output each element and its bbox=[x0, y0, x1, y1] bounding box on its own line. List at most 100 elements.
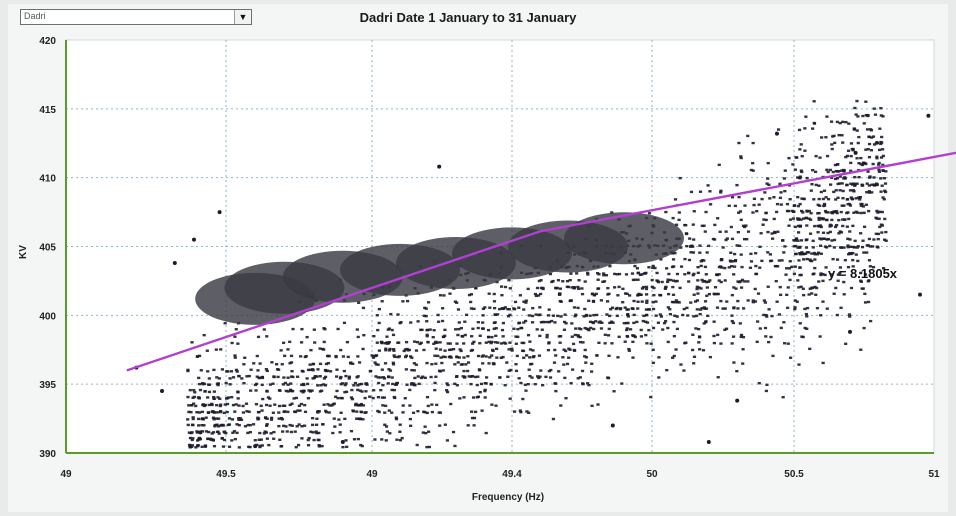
scatter-point-1066 bbox=[754, 264, 758, 268]
scatter-point-1744 bbox=[749, 260, 754, 263]
scatter-point-2451 bbox=[226, 423, 230, 427]
scatter-point-2419 bbox=[631, 356, 635, 359]
scatter-point-2513 bbox=[270, 361, 274, 364]
scatter-point-1193 bbox=[498, 307, 502, 311]
scatter-point-2587 bbox=[534, 313, 538, 316]
scatter-point-1644 bbox=[286, 376, 290, 379]
scatter-point-1169 bbox=[588, 320, 593, 324]
scatter-point-137 bbox=[877, 170, 881, 173]
scatter-point-2377 bbox=[609, 308, 613, 311]
x-tick-1: 49.5 bbox=[216, 469, 236, 480]
scatter-point-2578 bbox=[400, 436, 404, 440]
scatter-point-1315 bbox=[841, 141, 845, 144]
scatter-point-347 bbox=[699, 264, 703, 268]
scatter-point-1825 bbox=[377, 410, 381, 414]
scatter-point-2475 bbox=[577, 327, 581, 330]
scatter-point-1820 bbox=[640, 300, 644, 303]
scatter-point-1816 bbox=[258, 431, 262, 435]
scatter-point-2119 bbox=[808, 347, 812, 351]
scatter-point-2180 bbox=[764, 218, 768, 222]
scatter-point-1694 bbox=[386, 328, 390, 331]
scatter-point-920 bbox=[194, 404, 198, 408]
scatter-point-2200 bbox=[640, 287, 645, 290]
scatter-point-1101 bbox=[481, 314, 485, 317]
scatter-point-2461 bbox=[810, 252, 814, 255]
scatter-point-1997 bbox=[846, 211, 850, 214]
scatter-point-2425 bbox=[381, 404, 385, 407]
scatter-point-1335 bbox=[630, 307, 634, 310]
scatter-point-2082 bbox=[493, 321, 497, 324]
scatter-point-2530 bbox=[392, 349, 396, 352]
scatter-point-390 bbox=[244, 402, 249, 405]
scatter-point-1933 bbox=[677, 301, 681, 304]
scatter-point-337 bbox=[688, 237, 692, 240]
scatter-point-125 bbox=[837, 133, 841, 137]
scatter-point-1192 bbox=[704, 273, 708, 276]
scatter-point-588 bbox=[739, 335, 743, 339]
scatter-point-2009 bbox=[630, 272, 635, 275]
scatter-point-1670 bbox=[561, 356, 565, 359]
scatter-point-1489 bbox=[317, 410, 321, 413]
scatter-point-639 bbox=[850, 197, 854, 201]
scatter-point-2223 bbox=[846, 149, 851, 152]
scatter-point-1807 bbox=[356, 355, 360, 358]
scatter-point-1530 bbox=[732, 286, 736, 289]
scatter-point-2118 bbox=[492, 306, 497, 310]
scatter-point-1391 bbox=[243, 356, 247, 359]
scatter-point-1003 bbox=[718, 230, 722, 234]
scatter-point-2363 bbox=[514, 362, 518, 366]
scatter-point-201 bbox=[657, 376, 661, 379]
scatter-point-653 bbox=[422, 348, 426, 352]
scatter-point-1322 bbox=[361, 347, 365, 351]
scatter-point-581 bbox=[496, 341, 500, 344]
scatter-point-1817 bbox=[628, 294, 632, 297]
scatter-point-1749 bbox=[733, 259, 738, 263]
scatter-point-612 bbox=[766, 177, 770, 180]
scatter-point-2445 bbox=[674, 299, 678, 302]
scatter-point-739 bbox=[210, 403, 214, 407]
scatter-point-2161 bbox=[394, 416, 398, 419]
scatter-point-2024 bbox=[794, 156, 798, 159]
scatter-point-1739 bbox=[427, 445, 431, 449]
scatter-point-811 bbox=[837, 232, 841, 235]
scatter-point-1252 bbox=[307, 389, 311, 392]
scatter-point-356 bbox=[767, 308, 771, 311]
scatter-point-1556 bbox=[360, 444, 364, 448]
scatter-point-990 bbox=[556, 314, 560, 318]
scatter-point-1473 bbox=[487, 362, 491, 365]
scatter-point-299 bbox=[765, 383, 769, 387]
scatter-point-1080 bbox=[766, 285, 770, 288]
scatter-point-1754 bbox=[308, 363, 312, 366]
scatter-point-599 bbox=[692, 293, 696, 296]
scatter-point-1929 bbox=[791, 217, 796, 220]
outlier-point-14 bbox=[926, 113, 931, 118]
scatter-point-2468 bbox=[256, 410, 261, 414]
scatter-point-930 bbox=[531, 306, 535, 310]
scatter-point-2362 bbox=[820, 136, 824, 139]
scatter-point-891 bbox=[848, 238, 852, 241]
scatter-point-2439 bbox=[257, 376, 261, 380]
scatter-point-1274 bbox=[425, 411, 429, 415]
chevron-down-icon[interactable]: ▼ bbox=[234, 10, 251, 24]
scatter-point-982 bbox=[583, 326, 587, 330]
scatter-point-2510 bbox=[424, 431, 428, 435]
scatter-point-1574 bbox=[851, 245, 856, 249]
station-dropdown[interactable]: Dadri ▼ bbox=[20, 9, 252, 25]
scatter-point-213 bbox=[802, 217, 806, 220]
scatter-point-484 bbox=[524, 299, 528, 302]
scatter-point-2019 bbox=[344, 439, 348, 442]
outlier-point-1 bbox=[160, 389, 164, 394]
scatter-point-194 bbox=[531, 349, 535, 352]
scatter-point-2455 bbox=[816, 253, 820, 256]
scatter-point-2382 bbox=[796, 239, 800, 242]
y-tick-2: 400 bbox=[39, 311, 56, 322]
scatter-point-2252 bbox=[656, 279, 660, 283]
scatter-point-1266 bbox=[586, 271, 590, 275]
scatter-point-1874 bbox=[758, 266, 762, 269]
scatter-point-413 bbox=[647, 212, 652, 215]
scatter-point-46 bbox=[492, 292, 496, 296]
scatter-point-1491 bbox=[768, 253, 772, 256]
scatter-point-1406 bbox=[863, 301, 868, 304]
scatter-point-2429 bbox=[198, 388, 203, 392]
scatter-point-1985 bbox=[448, 292, 452, 295]
